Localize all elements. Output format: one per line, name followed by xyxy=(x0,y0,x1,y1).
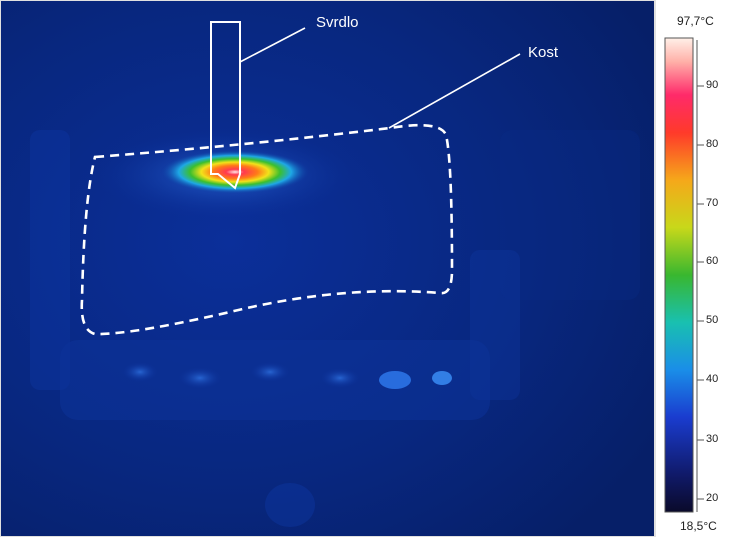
scale-max-label: 97,7°C xyxy=(677,14,714,28)
scale-tick-label: 80 xyxy=(706,138,719,150)
scale-tick-label: 50 xyxy=(706,314,719,326)
scale-tick-label: 20 xyxy=(706,492,719,504)
drill-outline xyxy=(210,21,241,190)
scale-tick-label: 60 xyxy=(706,255,719,267)
scale-tick-label: 90 xyxy=(706,79,719,91)
bone-leader-line xyxy=(388,53,521,129)
drill-leader-line xyxy=(239,27,306,63)
warm-spots xyxy=(122,362,452,389)
scale-min-label: 18,5°C xyxy=(680,519,717,533)
drill-label: Svrdlo xyxy=(316,14,359,31)
background-structure xyxy=(30,130,70,390)
color-scale-bar xyxy=(664,37,694,513)
scale-tick-label: 30 xyxy=(706,433,719,445)
scale-tick-label: 40 xyxy=(706,373,719,385)
scale-tick-label: 70 xyxy=(706,197,719,209)
bone-outline xyxy=(80,123,454,336)
thermal-background xyxy=(0,0,655,537)
hotspot xyxy=(160,150,310,194)
bone-label: Kost xyxy=(528,44,559,61)
